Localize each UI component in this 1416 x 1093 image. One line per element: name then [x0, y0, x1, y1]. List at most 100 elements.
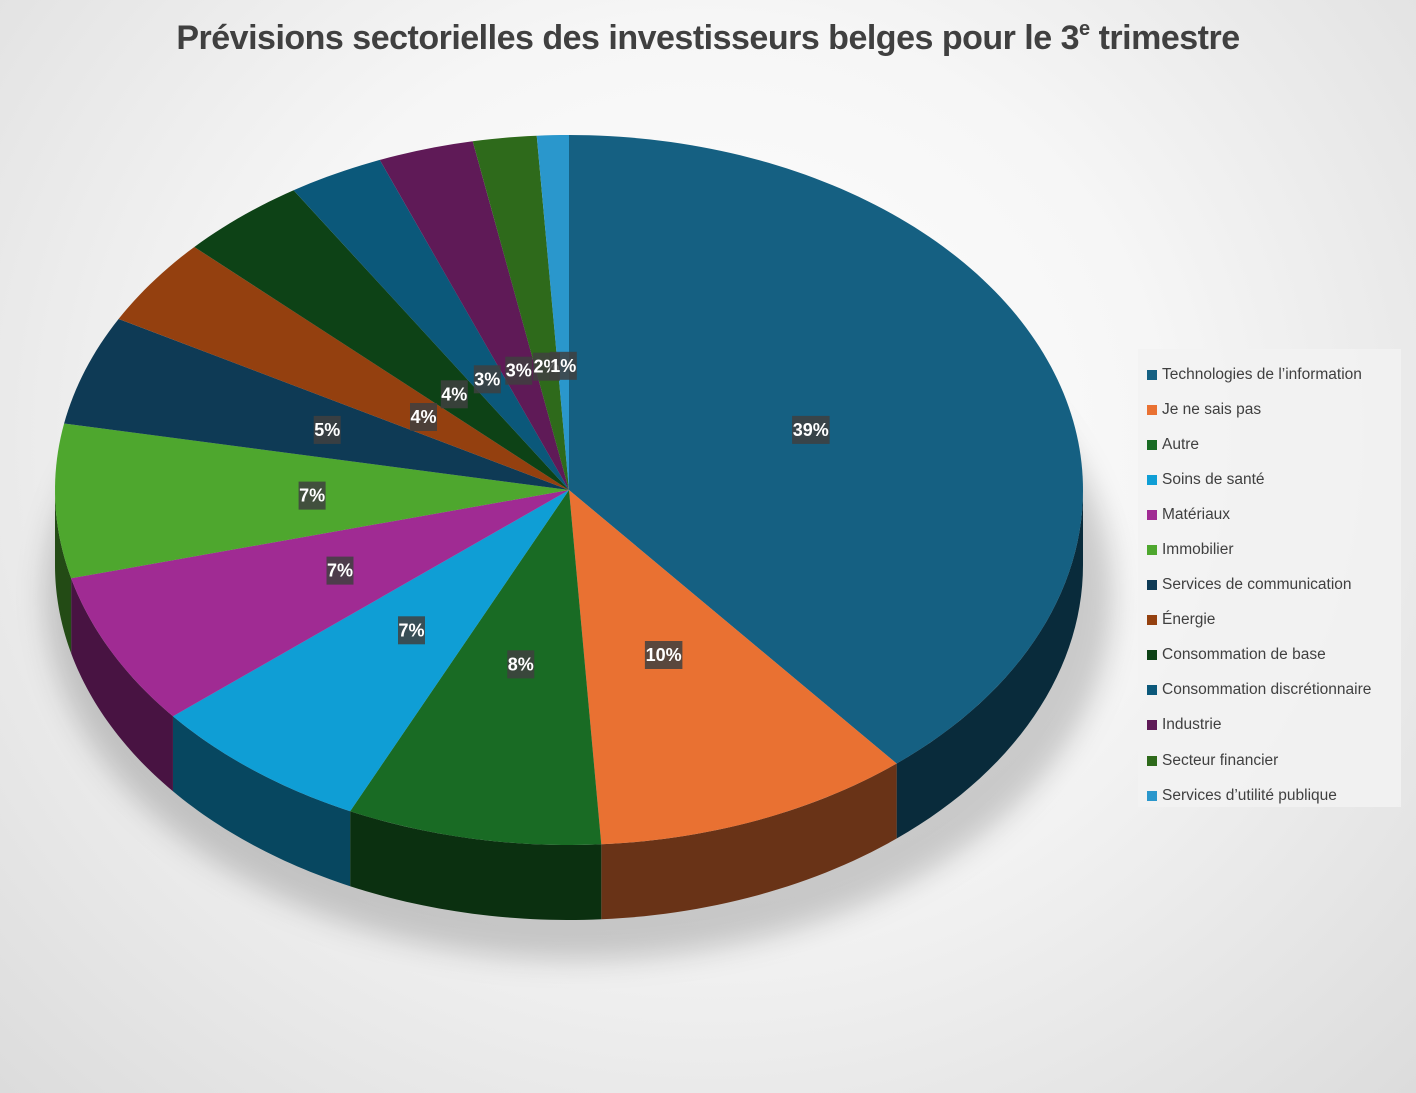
- pie-side-3: [172, 716, 351, 887]
- legend-swatch-8: [1147, 650, 1157, 661]
- data-label-bg-1: [644, 641, 683, 669]
- data-label-bg-3: [398, 616, 425, 645]
- pie-side-4: [71, 578, 173, 792]
- legend-item-0: Technologies de l’information: [1138, 357, 1401, 392]
- data-label-3: 7%: [398, 616, 425, 645]
- data-label-bg-10: [505, 356, 533, 385]
- pie-side-5: [55, 490, 72, 654]
- data-label-bg-5: [298, 481, 326, 510]
- data-label-bg-2: [507, 650, 535, 679]
- legend-label-11: Secteur financier: [1162, 751, 1279, 769]
- data-label-bg-4: [326, 556, 354, 585]
- data-label-bg-12: [549, 351, 577, 380]
- data-label-0: 39%: [792, 415, 830, 444]
- pie-side-0: [896, 490, 1083, 839]
- pie-slice-9: [293, 159, 569, 490]
- data-label-text-6: 5%: [314, 420, 340, 440]
- legend-swatch-9: [1147, 685, 1157, 696]
- legend-item-3: Soins de santé: [1138, 462, 1401, 497]
- chart-title-superscript: e: [1079, 18, 1090, 40]
- legend-swatch-0: [1147, 369, 1157, 380]
- legend-label-7: Énergie: [1162, 611, 1216, 629]
- data-label-text-2: 8%: [508, 654, 534, 674]
- legend-swatch-7: [1147, 615, 1157, 626]
- data-label-bg-9: [473, 365, 501, 394]
- data-label-10: 3%: [505, 356, 533, 385]
- legend-swatch-5: [1147, 545, 1157, 556]
- legend-label-4: Matériaux: [1162, 505, 1231, 523]
- data-label-bg-0: [792, 415, 830, 444]
- legend-label-2: Autre: [1162, 435, 1200, 453]
- legend-item-9: Consommation discrétionnaire: [1138, 673, 1401, 708]
- legend-swatch-1: [1147, 404, 1157, 415]
- data-label-5: 7%: [298, 481, 326, 510]
- legend-swatch-10: [1147, 720, 1157, 731]
- pie-side-1: [601, 763, 897, 920]
- pie-slice-10: [379, 141, 569, 491]
- pie-data-labels: 39%10%8%7%7%7%5%4%4%3% 3% 2%1%: [298, 351, 830, 679]
- chart-title: Prévisions sectorielles des investisseur…: [0, 18, 1416, 58]
- data-label-8: 4%: [440, 380, 468, 409]
- data-label-text-10: 3%: [506, 361, 532, 381]
- pie-top: [55, 135, 1083, 845]
- chart-title-rest: trimestre: [1089, 19, 1241, 57]
- pie-slice-8: [194, 190, 569, 490]
- legend-label-0: Technologies de l’information: [1162, 365, 1362, 383]
- legend-swatch-3: [1147, 474, 1157, 485]
- legend-item-1: Je ne sais pas: [1138, 392, 1401, 427]
- data-label-9: 3%: [473, 365, 501, 394]
- data-label-text-0: 39%: [793, 420, 829, 440]
- legend-label-8: Consommation de base: [1162, 646, 1326, 664]
- pie-slice-4: [71, 490, 570, 717]
- legend-item-4: Matériaux: [1138, 497, 1401, 532]
- pie-slice-0: [569, 135, 1083, 764]
- data-label-text-4: 7%: [327, 561, 353, 581]
- data-label-text-5: 7%: [299, 486, 325, 506]
- pie-slice-3: [172, 490, 569, 812]
- legend-item-7: Énergie: [1138, 603, 1401, 638]
- legend-swatch-6: [1147, 580, 1157, 591]
- data-label-1: 10%: [644, 641, 683, 669]
- data-label-bg-6: [313, 415, 341, 444]
- legend: Technologies de l’information Je ne sais …: [1138, 349, 1401, 807]
- legend-swatch-4: [1147, 509, 1157, 520]
- pie-slice-12: [536, 135, 569, 490]
- data-label-7: 4%: [410, 403, 437, 431]
- pie-slice-2: [350, 490, 602, 845]
- data-label-text-8: 4%: [441, 384, 467, 404]
- data-label-4: 7%: [326, 556, 354, 585]
- chart-title-main: Prévisions sectorielles des investisseur…: [176, 19, 1080, 57]
- legend-label-1: Je ne sais pas: [1162, 400, 1262, 418]
- legend-item-8: Consommation de base: [1138, 638, 1401, 673]
- pie-sides: [55, 490, 1083, 920]
- legend-label-3: Soins de santé: [1162, 470, 1265, 488]
- legend-label-12: Services d’utilité publique: [1162, 786, 1337, 804]
- legend-swatch-2: [1147, 439, 1157, 450]
- data-label-text-9: 3%: [474, 369, 500, 389]
- pie-side-2: [350, 811, 602, 920]
- data-label-12: 1%: [549, 351, 577, 380]
- pie-slice-11: [472, 135, 569, 490]
- data-label-2: 8%: [507, 650, 535, 679]
- legend-label-6: Services de communication: [1162, 576, 1352, 594]
- legend-label-10: Industrie: [1162, 716, 1222, 734]
- legend-item-2: Autre: [1138, 427, 1401, 462]
- legend-swatch-12: [1147, 790, 1157, 801]
- data-label-bg-7: [410, 403, 437, 431]
- pie-slice-6: [64, 318, 569, 490]
- legend-item-10: Industrie: [1138, 708, 1401, 743]
- pie-slice-7: [118, 246, 569, 490]
- legend-item-6: Services de communication: [1138, 568, 1401, 603]
- pie-slice-1: [569, 490, 897, 845]
- data-label-6: 5%: [313, 415, 341, 444]
- legend-label-5: Immobilier: [1162, 541, 1234, 559]
- legend-item-12: Services d’utilité publique: [1138, 778, 1401, 813]
- data-label-text-12: 1%: [550, 356, 576, 376]
- data-label-text-3: 7%: [398, 620, 424, 640]
- legend-item-11: Secteur financier: [1138, 743, 1401, 778]
- data-label-bg-8: [440, 380, 468, 409]
- legend-label-9: Consommation discrétionnaire: [1162, 681, 1372, 699]
- data-label-text-7: 4%: [410, 407, 436, 427]
